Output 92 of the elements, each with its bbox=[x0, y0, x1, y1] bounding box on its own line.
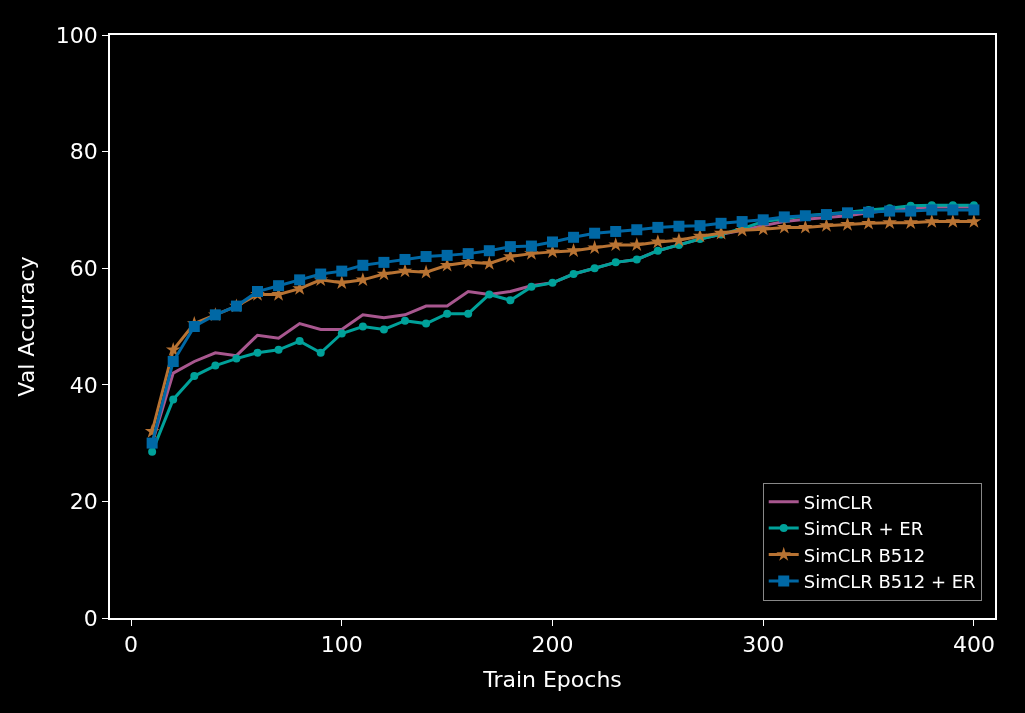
y-tick-label: 80 bbox=[69, 139, 98, 165]
point bbox=[968, 204, 980, 216]
point bbox=[211, 361, 220, 370]
point bbox=[462, 248, 474, 260]
point bbox=[905, 205, 917, 217]
point bbox=[566, 243, 581, 257]
point bbox=[587, 240, 602, 255]
point bbox=[631, 224, 643, 236]
point bbox=[863, 206, 875, 218]
point bbox=[378, 256, 390, 268]
y-tick-label: 100 bbox=[55, 22, 98, 48]
point bbox=[650, 234, 666, 249]
point bbox=[148, 447, 157, 456]
point bbox=[420, 251, 432, 263]
point bbox=[336, 265, 348, 277]
point bbox=[569, 270, 578, 279]
point bbox=[653, 246, 662, 255]
point bbox=[589, 227, 601, 239]
x-tick-label: 400 bbox=[952, 632, 995, 658]
legend-label: SimCLR bbox=[803, 491, 873, 513]
point bbox=[945, 213, 961, 228]
point bbox=[632, 255, 641, 264]
legend-label: SimCLR B512 + ER bbox=[803, 570, 976, 592]
point bbox=[966, 213, 982, 228]
point bbox=[548, 278, 557, 287]
point bbox=[165, 342, 181, 357]
point bbox=[253, 348, 262, 357]
point bbox=[924, 213, 940, 228]
point bbox=[188, 321, 200, 332]
point bbox=[401, 316, 409, 325]
x-axis-title: Train Epochs bbox=[482, 666, 622, 692]
point bbox=[334, 275, 350, 289]
point bbox=[315, 268, 327, 280]
point bbox=[798, 219, 813, 234]
point bbox=[167, 355, 179, 367]
point bbox=[527, 282, 536, 291]
point bbox=[232, 354, 241, 363]
y-axis-title: Val Accuracy bbox=[14, 256, 40, 397]
point bbox=[671, 232, 687, 247]
point bbox=[376, 266, 392, 281]
x-tick-label: 100 bbox=[320, 632, 363, 658]
point bbox=[652, 221, 664, 233]
x-tick-label: 0 bbox=[124, 632, 139, 658]
point bbox=[926, 204, 938, 216]
point bbox=[861, 215, 876, 230]
point bbox=[736, 216, 748, 228]
point bbox=[504, 241, 516, 253]
point bbox=[485, 290, 494, 299]
y-tick-label: 40 bbox=[69, 372, 98, 398]
point bbox=[295, 337, 304, 346]
point bbox=[294, 274, 306, 286]
point bbox=[673, 220, 685, 232]
point bbox=[884, 205, 896, 217]
point bbox=[608, 237, 624, 252]
point bbox=[464, 309, 473, 318]
legend-label: SimCLR B512 bbox=[803, 544, 926, 566]
y-tick-label: 0 bbox=[83, 605, 98, 631]
point bbox=[547, 236, 558, 248]
point bbox=[273, 280, 285, 292]
point bbox=[441, 249, 453, 261]
legend-label: SimCLR + ER bbox=[803, 518, 924, 540]
point bbox=[525, 240, 537, 252]
point bbox=[610, 225, 622, 237]
point bbox=[357, 259, 369, 271]
point bbox=[397, 263, 413, 278]
point bbox=[903, 215, 919, 229]
point bbox=[483, 245, 495, 257]
point bbox=[190, 372, 199, 381]
point bbox=[358, 322, 367, 331]
point bbox=[146, 437, 158, 449]
point bbox=[316, 348, 325, 357]
point bbox=[947, 204, 959, 216]
point bbox=[611, 258, 620, 267]
point bbox=[399, 253, 411, 265]
y-tick-label: 60 bbox=[69, 255, 98, 281]
point bbox=[715, 217, 727, 229]
x-tick-label: 300 bbox=[742, 632, 785, 658]
point bbox=[274, 345, 283, 354]
point bbox=[694, 220, 706, 232]
point bbox=[422, 319, 431, 328]
point bbox=[506, 296, 515, 305]
point bbox=[379, 325, 388, 334]
point bbox=[840, 216, 855, 231]
point bbox=[590, 264, 599, 273]
y-tick-label: 20 bbox=[69, 489, 98, 515]
point bbox=[629, 237, 645, 252]
point bbox=[169, 395, 178, 404]
x-tick-label: 200 bbox=[531, 632, 574, 658]
point bbox=[882, 215, 897, 229]
point bbox=[443, 309, 452, 318]
point bbox=[568, 231, 580, 243]
point bbox=[337, 329, 346, 338]
